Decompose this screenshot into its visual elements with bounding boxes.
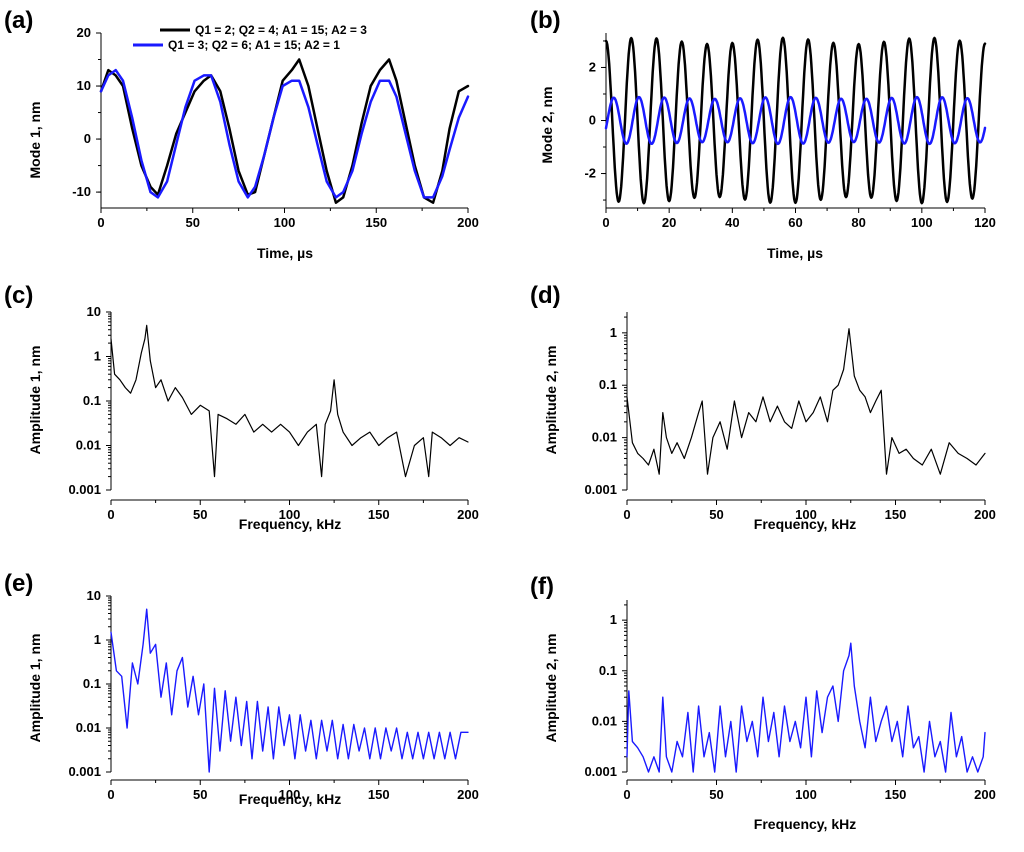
x-tick-label: 150: [885, 507, 907, 522]
x-axis-label-a: Time, µs: [257, 245, 313, 261]
x-tick-label: 100: [274, 215, 296, 230]
y-tick-label: 20: [77, 25, 91, 40]
y-tick-label: -10: [72, 184, 91, 199]
series-line-black: [99, 58, 470, 204]
y-tick-label: 0: [589, 113, 596, 128]
legend-entry-black: Q1 = 2; Q2 = 4; A1 = 15; A2 = 3: [195, 23, 367, 37]
x-tick-label: 200: [974, 507, 996, 522]
panel-label-d: (d): [530, 282, 561, 309]
x-tick-label: 50: [186, 215, 200, 230]
x-tick-label: 50: [709, 507, 723, 522]
x-axis-label-c: Frequency, kHz: [239, 516, 341, 532]
x-tick-label: 20: [662, 215, 676, 230]
y-axis-label-e: Amplitude 1, nm: [27, 634, 43, 743]
x-tick-label: 150: [365, 215, 387, 230]
series-line-black: [626, 328, 986, 475]
panel-label-c: (c): [4, 282, 33, 309]
y-tick-label: 0.1: [83, 676, 101, 691]
legend: Q1 = 2; Q2 = 4; A1 = 15; A2 = 3 Q1 = 3; …: [133, 23, 367, 52]
y-tick-label: 0.1: [599, 663, 617, 678]
x-tick-label: 60: [788, 215, 802, 230]
x-tick-label: 200: [457, 507, 479, 522]
y-axis-label-f: Amplitude 2, nm: [543, 634, 559, 743]
y-tick-label: 0.001: [584, 764, 617, 779]
series-line-black: [110, 324, 469, 478]
y-tick-label: -2: [584, 166, 596, 181]
series-line-blue: [99, 68, 470, 199]
y-axis-label-a: Mode 1, nm: [27, 101, 43, 178]
y-tick-label: 0.01: [592, 430, 617, 445]
x-axis-label-d: Frequency, kHz: [754, 516, 856, 532]
x-tick-label: 200: [457, 787, 479, 802]
panel-label-a: (a): [4, 7, 33, 34]
x-tick-label: 50: [193, 787, 207, 802]
x-tick-label: 200: [457, 215, 479, 230]
x-tick-label: 200: [974, 787, 996, 802]
y-tick-label: 10: [77, 78, 91, 93]
panel-c: (c) Amplitude 1, nm Frequency, kHz 0 50 10…: [4, 282, 479, 532]
x-tick-label: 0: [623, 507, 630, 522]
series-line-blue: [626, 642, 986, 773]
y-tick-label: 1: [610, 612, 617, 627]
y-axis-label-b: Mode 2, nm: [539, 86, 555, 163]
y-tick-label: 0.1: [83, 393, 101, 408]
x-tick-label: 100: [795, 507, 817, 522]
series-line-blue: [604, 95, 987, 146]
y-tick-label: 10: [87, 588, 101, 603]
panel-label-f: (f): [530, 573, 554, 600]
y-axis-label-c: Amplitude 1, nm: [27, 346, 43, 455]
panel-b: (b) Mode 2, nm Time, µs 0 20 40 60 80 100 120-…: [530, 7, 996, 261]
x-tick-label: 150: [368, 507, 390, 522]
x-tick-label: 50: [193, 507, 207, 522]
panel-e: (e) Amplitude 1, nm Frequency, kHz 0 50 10…: [4, 570, 479, 807]
x-tick-label: 100: [795, 787, 817, 802]
x-tick-label: 100: [911, 215, 933, 230]
panel-label-b: (b): [530, 7, 561, 34]
x-axis-label-e: Frequency, kHz: [239, 791, 341, 807]
x-tick-label: 0: [623, 787, 630, 802]
x-tick-label: 0: [602, 215, 609, 230]
x-tick-label: 100: [279, 507, 301, 522]
y-tick-label: 10: [87, 304, 101, 319]
panel-d: (d) Amplitude 2, nm Frequency, kHz 0 50 10…: [530, 282, 996, 532]
y-tick-label: 2: [589, 59, 596, 74]
x-tick-label: 120: [974, 215, 996, 230]
panel-f: (f) Amplitude 2, nm Frequency, kHz 0 50 10…: [530, 573, 996, 832]
y-tick-label: 1: [610, 325, 617, 340]
x-tick-label: 0: [97, 215, 104, 230]
y-tick-label: 1: [94, 349, 101, 364]
y-tick-label: 0.01: [76, 720, 101, 735]
y-tick-label: 1: [94, 632, 101, 647]
x-tick-label: 150: [885, 787, 907, 802]
x-axis-label-b: Time, µs: [767, 245, 823, 261]
y-tick-label: 0.01: [76, 438, 101, 453]
x-tick-label: 0: [107, 507, 114, 522]
panel-a: (a) Mode 1, nm Time, µs Q1 = 2; Q2 = 4; …: [4, 7, 479, 261]
y-axis-label-d: Amplitude 2, nm: [543, 346, 559, 455]
y-tick-label: 0.001: [584, 482, 617, 497]
series-line-black: [604, 36, 987, 205]
x-tick-label: 50: [709, 787, 723, 802]
x-tick-label: 40: [725, 215, 739, 230]
legend-entry-blue: Q1 = 3; Q2 = 6; A1 = 15; A2 = 1: [168, 38, 340, 52]
y-tick-label: 0: [84, 131, 91, 146]
y-tick-label: 0.001: [68, 482, 101, 497]
y-tick-label: 0.1: [599, 377, 617, 392]
y-tick-label: 0.01: [592, 713, 617, 728]
x-tick-label: 100: [279, 787, 301, 802]
series-line-blue: [110, 608, 469, 773]
x-axis-label-f: Frequency, kHz: [754, 816, 856, 832]
x-tick-label: 150: [368, 787, 390, 802]
x-tick-label: 0: [107, 787, 114, 802]
y-tick-label: 0.001: [68, 764, 101, 779]
x-tick-label: 80: [851, 215, 865, 230]
panel-label-e: (e): [4, 570, 33, 597]
